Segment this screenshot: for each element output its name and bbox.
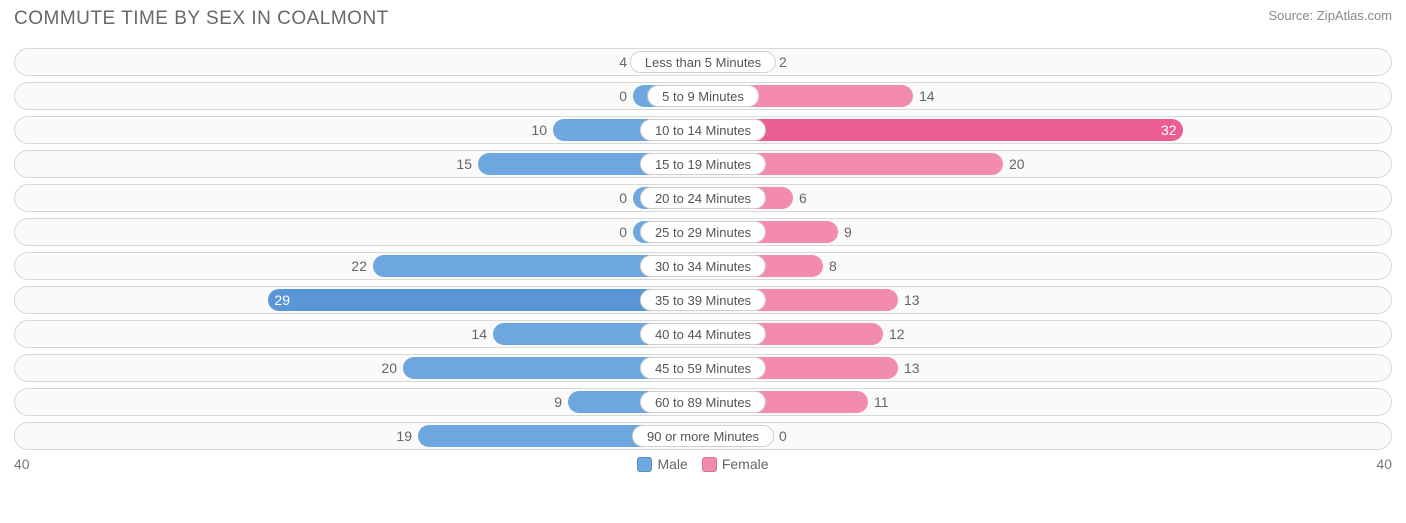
chart-row: 9 11 60 to 89 Minutes [14, 388, 1392, 416]
bar-male-value: 15 [456, 150, 472, 178]
bar-male-value: 22 [351, 252, 367, 280]
bar-male [268, 289, 703, 311]
category-pill: 45 to 59 Minutes [640, 357, 766, 379]
swatch-male-icon [637, 457, 652, 472]
bar-male-value: 4 [619, 48, 627, 76]
chart-row: 0 14 5 to 9 Minutes [14, 82, 1392, 110]
chart-row: 15 20 15 to 19 Minutes [14, 150, 1392, 178]
category-pill: 5 to 9 Minutes [647, 85, 759, 107]
bar-male-value: 0 [619, 82, 627, 110]
bar-female-value: 9 [844, 218, 852, 246]
category-pill: 60 to 89 Minutes [640, 391, 766, 413]
title-row: COMMUTE TIME BY SEX IN COALMONT Source: … [14, 8, 1392, 30]
category-pill: 40 to 44 Minutes [640, 323, 766, 345]
bar-female-value: 11 [874, 388, 889, 416]
chart-row: 10 32 10 to 14 Minutes [14, 116, 1392, 144]
category-pill: 10 to 14 Minutes [640, 119, 766, 141]
legend-item-male: Male [637, 456, 687, 472]
source-label: Source: ZipAtlas.com [1268, 8, 1392, 23]
bar-male-value: 10 [531, 116, 547, 144]
bar-female-value: 12 [889, 320, 905, 348]
bar-female-value: 2 [779, 48, 787, 76]
chart-row: 14 12 40 to 44 Minutes [14, 320, 1392, 348]
swatch-female-icon [702, 457, 717, 472]
bar-male-value: 20 [381, 354, 397, 382]
bar-male-value: 19 [396, 422, 412, 450]
chart-rows: 42Less than 5 Minutes0145 to 9 Minutes10… [14, 48, 1392, 450]
category-pill: 25 to 29 Minutes [640, 221, 766, 243]
legend-item-female: Female [702, 456, 769, 472]
axis-right-max: 40 [1376, 456, 1392, 472]
bar-female-value: 20 [1009, 150, 1025, 178]
axis-left-max: 40 [14, 456, 30, 472]
bar-female [703, 119, 1183, 141]
legend-label-female: Female [722, 456, 769, 472]
bar-female-value: 32 [1153, 116, 1185, 144]
chart-row: 22 8 30 to 34 Minutes [14, 252, 1392, 280]
category-pill: 30 to 34 Minutes [640, 255, 766, 277]
category-pill: Less than 5 Minutes [630, 51, 776, 73]
bar-male-value: 0 [619, 218, 627, 246]
chart-row: 4 2Less than 5 Minutes [14, 48, 1392, 76]
chart-row: 0 9 25 to 29 Minutes [14, 218, 1392, 246]
category-pill: 90 or more Minutes [632, 425, 774, 447]
chart-row: 29 13 35 to 39 Minutes [14, 286, 1392, 314]
legend: Male Female [637, 456, 768, 472]
bar-female-value: 8 [829, 252, 837, 280]
chart-row: 20 13 45 to 59 Minutes [14, 354, 1392, 382]
bar-female-value: 13 [904, 286, 920, 314]
bar-male-value: 0 [619, 184, 627, 212]
bar-female-value: 6 [799, 184, 807, 212]
bar-male-value: 9 [554, 388, 562, 416]
bar-female-value: 13 [904, 354, 920, 382]
chart-row: 0 6 20 to 24 Minutes [14, 184, 1392, 212]
category-pill: 20 to 24 Minutes [640, 187, 766, 209]
legend-label-male: Male [657, 456, 687, 472]
category-pill: 15 to 19 Minutes [640, 153, 766, 175]
bar-female-value: 14 [919, 82, 935, 110]
bar-male-value: 29 [266, 286, 298, 314]
axis-row: 40 Male Female 40 [14, 456, 1392, 472]
bar-male-value: 14 [471, 320, 487, 348]
category-pill: 35 to 39 Minutes [640, 289, 766, 311]
chart-container: COMMUTE TIME BY SEX IN COALMONT Source: … [0, 0, 1406, 523]
chart-title: COMMUTE TIME BY SEX IN COALMONT [14, 8, 389, 30]
chart-row: 19 090 or more Minutes [14, 422, 1392, 450]
bar-female-value: 0 [779, 422, 787, 450]
